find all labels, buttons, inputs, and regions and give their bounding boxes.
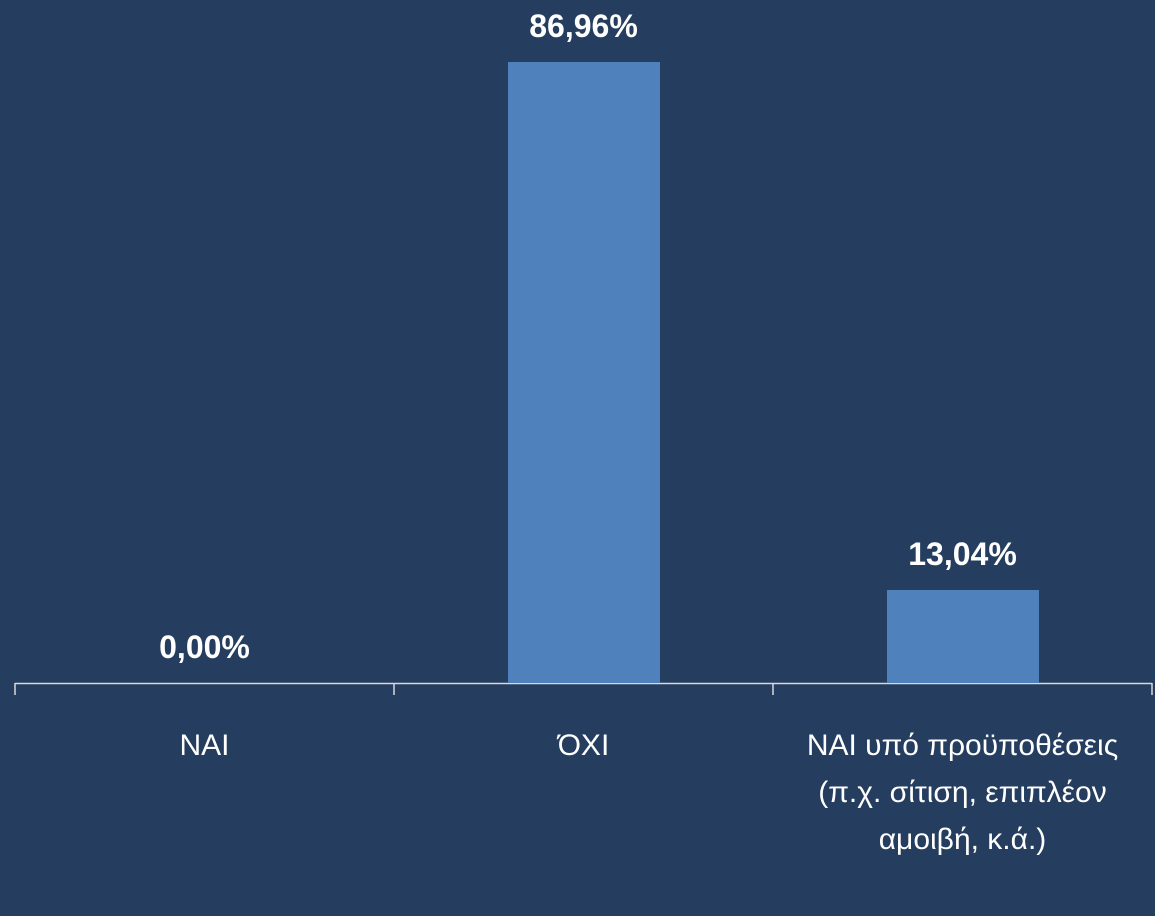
data-label: 0,00% [159, 629, 250, 665]
bar [886, 589, 1039, 683]
x-tick-label: ΌΧΙ [557, 729, 610, 762]
data-label: 86,96% [529, 8, 638, 44]
x-tick-label: ΝΑΙ [179, 729, 230, 762]
data-label: 13,04% [908, 535, 1017, 572]
bar [507, 62, 660, 683]
x-tick-label: ΝΑΙ υπό προϋποθέσεις (π.χ. σίτιση, επιπλ… [806, 729, 1119, 856]
